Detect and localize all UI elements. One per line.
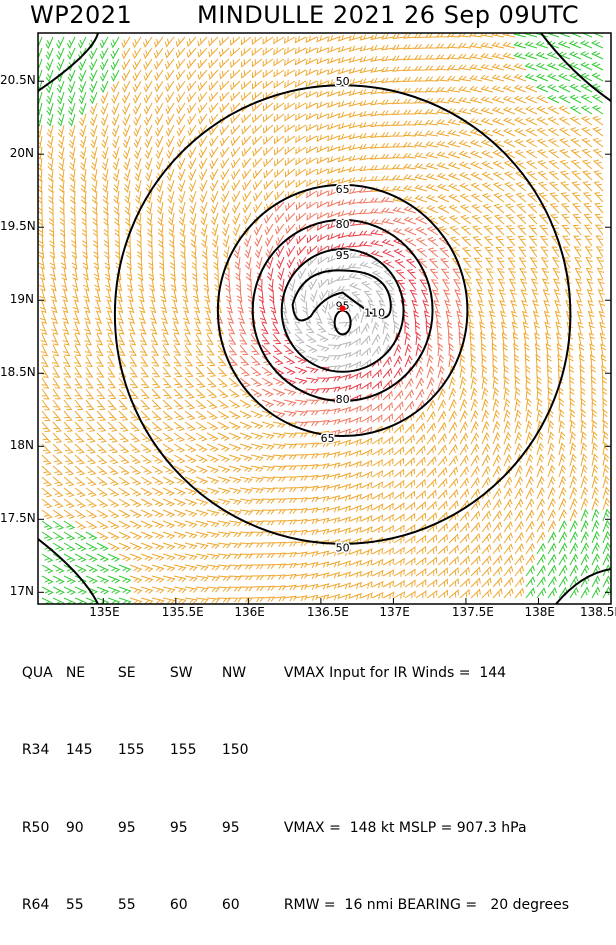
table-header-cell: QUA: [21, 664, 53, 681]
barb-group-high: [216, 187, 464, 436]
x-tick-label: 137E: [379, 605, 410, 619]
table-header-cell: NE: [65, 664, 86, 681]
y-tick-label: 19.5N: [0, 219, 36, 234]
table-row: R64 55 55 60 60 RMW = 16 nmi BEARING = 20 deg…: [4, 883, 569, 930]
contour-line: [38, 33, 99, 92]
table-cell: 95: [221, 819, 240, 836]
x-tick-label: 138.5E: [580, 605, 616, 619]
y-axis-ticks: [38, 80, 611, 593]
table-cell: 155: [117, 742, 145, 758]
contour-label: 65: [336, 183, 350, 196]
contour-line: [540, 33, 611, 102]
table-cell: 155: [169, 742, 197, 758]
y-tick-label: 19N: [9, 292, 34, 307]
storm-center-marker: [339, 305, 346, 312]
contour-label: 50: [336, 75, 350, 88]
contour-line: [113, 84, 572, 545]
table-cell: 60: [169, 897, 188, 913]
contour-line: [555, 568, 611, 604]
table-cell: 55: [117, 897, 136, 913]
table-header-row: QUA NE SE SW NW VMAX Input for IR Winds = 144: [4, 650, 569, 697]
x-tick-label: 137.5E: [451, 605, 494, 619]
y-tick-label: 17.5N: [0, 511, 36, 526]
row-label: R34: [21, 742, 50, 758]
wind-radii-table: QUA NE SE SW NW VMAX Input for IR Winds = 144…: [4, 619, 569, 945]
contour-line: [291, 269, 392, 322]
x-axis-ticks: [102, 598, 612, 604]
contour-label: 50: [336, 542, 350, 555]
table-row: R34 145 155 155 150: [4, 728, 569, 775]
contour-label: 80: [336, 393, 350, 406]
row-label: R50: [21, 819, 50, 836]
table-cell: 150: [221, 742, 249, 758]
table-header-cell: NW: [221, 664, 247, 681]
table-note: RMW = 16 nmi BEARING = 20 degrees: [283, 897, 570, 913]
x-tick-label: 136.5E: [306, 605, 349, 619]
plot-frame: [37, 32, 612, 605]
table-cell: 55: [65, 897, 84, 913]
table-note: VMAX = 148 kt MSLP = 907.3 hPa: [283, 819, 527, 836]
y-tick-label: 20N: [9, 146, 34, 161]
barb-group-low: [38, 33, 611, 604]
contour-label: 80: [336, 218, 350, 231]
contour-line: [38, 538, 99, 604]
table-cell: 90: [65, 819, 84, 836]
storm-info: MINDULLE 2021 26 Sep 09UTC: [197, 1, 580, 29]
contour-label: 65: [321, 432, 335, 445]
storm-id: WP2021: [30, 1, 133, 29]
table-cell: 95: [169, 819, 188, 836]
y-tick-label: 18N: [9, 438, 34, 453]
barb-group-mid: [38, 33, 611, 604]
table-cell: 95: [117, 819, 136, 836]
title: WP2021 MINDULLE 2021 26 Sep 09UTC: [0, 0, 616, 30]
table-cell: 145: [65, 742, 93, 758]
y-tick-label: 18.5N: [0, 365, 36, 380]
table-header-cell: SW: [169, 664, 193, 681]
table-cell: 60: [221, 897, 240, 913]
wind-contours: 5050656580809511095: [38, 33, 611, 604]
contour-label: 95: [336, 249, 350, 262]
contour-line: [280, 248, 405, 373]
table-row: R50 90 95 95 95 VMAX = 148 kt MSLP = 907.3 hP…: [4, 805, 569, 852]
contour-line: [251, 218, 434, 403]
wind-barbs: [38, 33, 611, 604]
contour-label: 110: [364, 306, 385, 319]
row-label: R64: [21, 897, 50, 913]
y-tick-label: 20.5N: [0, 73, 36, 88]
wind-chart: 5050656580809511095: [37, 32, 612, 605]
x-tick-label: 138E: [524, 605, 555, 619]
x-tick-label: 135E: [89, 605, 120, 619]
y-tick-label: 17N: [9, 584, 34, 599]
table-note: VMAX Input for IR Winds = 144: [283, 664, 507, 681]
x-tick-label: 136E: [234, 605, 265, 619]
contour-line: [216, 183, 469, 438]
x-tick-label: 135.5E: [161, 605, 204, 619]
table-header-cell: SE: [117, 664, 136, 681]
